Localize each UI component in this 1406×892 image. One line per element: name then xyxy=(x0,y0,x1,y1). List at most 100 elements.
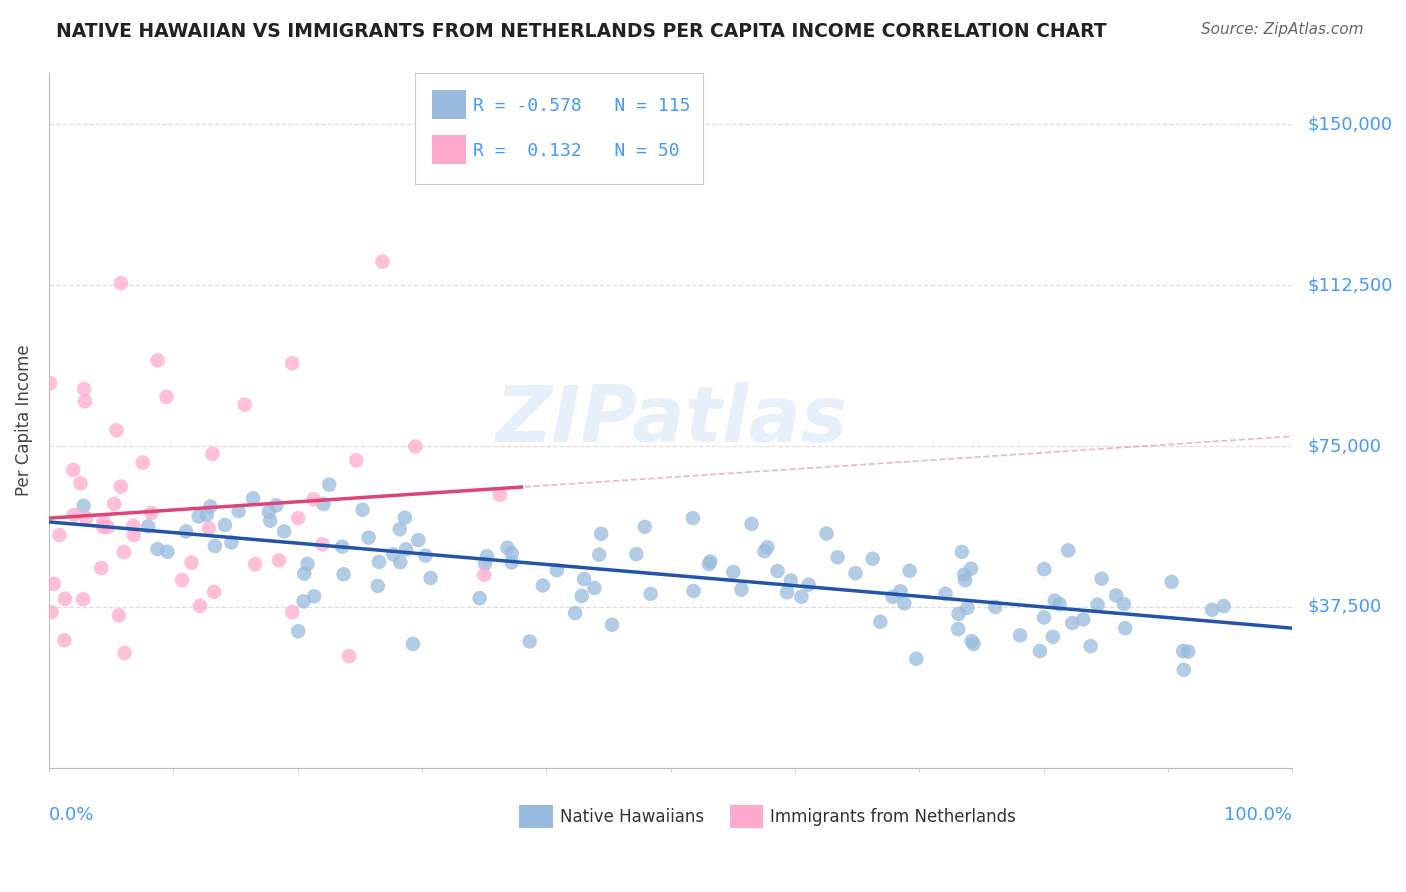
Point xyxy=(259,514,281,528)
Point xyxy=(827,550,849,565)
Point xyxy=(395,542,418,557)
Point xyxy=(75,511,97,525)
Point xyxy=(1173,663,1195,677)
Point xyxy=(934,587,956,601)
Point xyxy=(388,522,411,536)
Point xyxy=(571,589,593,603)
Point xyxy=(1090,572,1112,586)
Point xyxy=(474,557,496,571)
Point xyxy=(741,516,763,531)
Point xyxy=(287,511,309,525)
Point xyxy=(357,531,380,545)
Point xyxy=(475,549,498,564)
Point xyxy=(1043,593,1066,607)
Point xyxy=(583,581,606,595)
Point xyxy=(756,540,779,554)
Point xyxy=(519,634,541,648)
Point xyxy=(281,356,304,370)
Point xyxy=(1087,598,1109,612)
Point xyxy=(572,572,595,586)
Point xyxy=(948,607,970,621)
Point xyxy=(946,622,969,636)
Point xyxy=(53,591,76,606)
Point xyxy=(844,566,866,581)
Point xyxy=(204,539,226,553)
Point xyxy=(62,463,84,477)
Point xyxy=(201,447,224,461)
Point xyxy=(984,599,1007,614)
Point xyxy=(815,526,838,541)
Point xyxy=(1105,588,1128,602)
Point xyxy=(110,479,132,493)
Point xyxy=(170,573,193,587)
Point xyxy=(367,579,389,593)
Point xyxy=(257,505,280,519)
Point xyxy=(39,376,62,391)
Point xyxy=(501,556,523,570)
Point xyxy=(1057,543,1080,558)
Point xyxy=(682,511,704,525)
Point xyxy=(63,508,86,522)
Point xyxy=(242,491,264,506)
Point xyxy=(730,582,752,597)
Point xyxy=(42,577,65,591)
Point xyxy=(588,548,610,562)
Y-axis label: Per Capita Income: Per Capita Income xyxy=(15,344,32,496)
Point xyxy=(564,606,586,620)
Point xyxy=(382,547,405,561)
Point xyxy=(41,605,63,619)
Point xyxy=(371,254,394,268)
Point xyxy=(105,423,128,437)
Point xyxy=(634,520,657,534)
Point xyxy=(311,537,333,551)
Point xyxy=(195,508,218,522)
Point xyxy=(404,440,426,454)
Point xyxy=(188,599,211,613)
Point xyxy=(1071,612,1094,626)
Point xyxy=(132,456,155,470)
Point xyxy=(496,541,519,555)
Point xyxy=(75,394,97,409)
Point xyxy=(468,591,491,606)
Point xyxy=(267,553,290,567)
Point xyxy=(1010,628,1032,642)
Point xyxy=(640,587,662,601)
Point xyxy=(187,509,209,524)
Text: NATIVE HAWAIIAN VS IMMIGRANTS FROM NETHERLANDS PER CAPITA INCOME CORRELATION CHA: NATIVE HAWAIIAN VS IMMIGRANTS FROM NETHE… xyxy=(56,22,1107,41)
Point xyxy=(141,506,163,520)
Point xyxy=(415,549,437,563)
Point xyxy=(214,518,236,533)
Point xyxy=(682,584,704,599)
Point xyxy=(472,567,495,582)
Point xyxy=(312,497,335,511)
Point xyxy=(1032,610,1054,624)
Point xyxy=(501,546,523,560)
Point xyxy=(136,519,159,533)
Point xyxy=(1042,630,1064,644)
Point xyxy=(180,556,202,570)
Point xyxy=(122,528,145,542)
Text: Native Hawaiians: Native Hawaiians xyxy=(560,808,704,826)
Point xyxy=(905,652,928,666)
Text: Immigrants from Netherlands: Immigrants from Netherlands xyxy=(770,808,1017,826)
Point xyxy=(112,545,135,559)
Point xyxy=(869,615,891,629)
Point xyxy=(1114,621,1136,635)
Point xyxy=(200,500,222,514)
Point xyxy=(233,398,256,412)
Point xyxy=(402,637,425,651)
Point xyxy=(368,555,391,569)
Point xyxy=(352,502,374,516)
Text: $112,500: $112,500 xyxy=(1308,277,1393,294)
Point xyxy=(754,544,776,558)
Point xyxy=(893,596,915,610)
Point xyxy=(394,510,416,524)
Point xyxy=(956,600,979,615)
Point xyxy=(797,577,820,591)
Text: $150,000: $150,000 xyxy=(1308,115,1392,134)
Point xyxy=(1033,562,1056,576)
Point xyxy=(73,382,96,396)
Point xyxy=(318,477,340,491)
Point xyxy=(697,557,720,571)
Point xyxy=(389,555,412,569)
